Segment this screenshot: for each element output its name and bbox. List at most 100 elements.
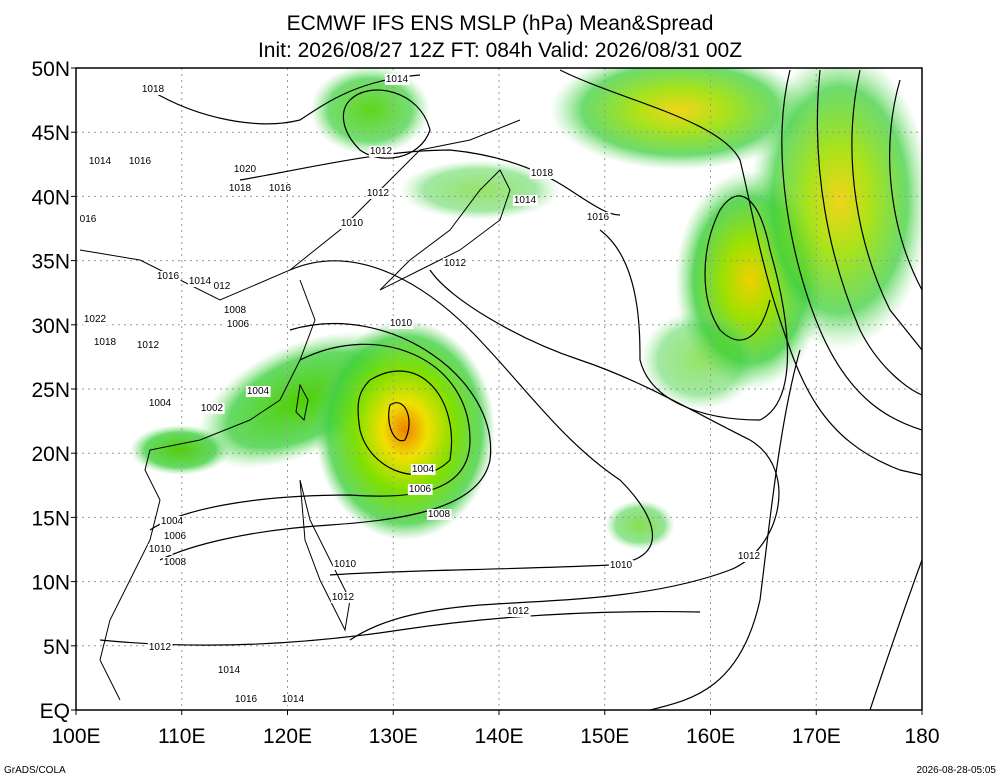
x-tick-label: 130E <box>369 725 418 748</box>
contour-label-bg <box>155 271 181 282</box>
x-tick-label: 120E <box>263 725 312 748</box>
contour-label-bg <box>529 168 555 179</box>
contour-label: 1010 <box>149 544 172 555</box>
contour-label-bg <box>78 214 98 225</box>
contour-label-bg <box>147 642 173 653</box>
contour-label: 1004 <box>412 464 435 475</box>
contour-label-bg <box>227 183 253 194</box>
y-tick-label: 5N <box>43 636 70 659</box>
contour-label-bg <box>505 606 531 617</box>
contour-label-bg <box>140 84 166 95</box>
contour-label-bg <box>135 340 161 351</box>
y-tick-label: EQ <box>40 700 70 723</box>
contour-label: 1010 <box>334 559 357 570</box>
x-tick-label: 180 <box>904 725 939 748</box>
y-tick-label: 50N <box>31 58 70 81</box>
footer-right: 2026-08-28-05:05 <box>916 765 996 776</box>
contour-label: 1016 <box>587 212 610 223</box>
contour-label-bg <box>216 665 242 676</box>
contour-label: 1004 <box>149 398 172 409</box>
contour-label-bg <box>280 694 306 705</box>
contour-label-bg <box>442 258 468 269</box>
contour-label: 1008 <box>224 305 247 316</box>
contour-label-bg <box>384 74 410 85</box>
x-tick-label: 100E <box>51 725 100 748</box>
contour-label: 016 <box>80 214 97 225</box>
contour-label-bg <box>330 592 356 603</box>
contour-label: 1008 <box>428 509 451 520</box>
contour-label: 1002 <box>201 403 224 414</box>
contour-label-bg <box>92 337 118 348</box>
contour-label: 1010 <box>390 318 413 329</box>
contour-label: 1018 <box>94 337 117 348</box>
x-tick-label: 110E <box>158 725 206 748</box>
title: ECMWF IFS ENS MSLP (hPa) Mean&Spread <box>287 12 714 35</box>
y-tick-label: 20N <box>31 443 70 466</box>
contour-label-bg <box>82 314 108 325</box>
contour-label: 1004 <box>247 386 270 397</box>
contour-label-bg <box>199 403 225 414</box>
x-tick-label: 150E <box>580 725 629 748</box>
y-tick-label: 15N <box>31 507 70 530</box>
contour-label-bg <box>608 560 634 571</box>
contour-label-bg <box>365 188 391 199</box>
footer-left: GrADS/COLA <box>4 765 66 776</box>
contour-label-bg <box>407 484 433 495</box>
contour-label-bg <box>368 146 394 157</box>
contour-label: 1014 <box>282 694 305 705</box>
contour-label: 1018 <box>531 168 554 179</box>
contour-label-bg <box>233 694 259 705</box>
contour-label-bg <box>426 509 452 520</box>
map-area <box>76 68 922 710</box>
contour-label-bg <box>736 551 762 562</box>
x-tick-label: 170E <box>792 725 841 748</box>
contour-label-bg <box>410 464 436 475</box>
contour-label: 1014 <box>218 665 241 676</box>
contour-label-bg <box>232 164 258 175</box>
contour-label-bg <box>159 516 185 527</box>
contour-label: 1012 <box>367 188 390 199</box>
contour-label: 012 <box>214 281 231 292</box>
contour-label-bg <box>162 531 188 542</box>
contour-label-bg <box>245 386 271 397</box>
y-tick-label: 30N <box>31 315 70 338</box>
contour-label: 1012 <box>738 551 761 562</box>
y-tick-label: 45N <box>31 122 70 145</box>
contour-label: 1016 <box>235 694 258 705</box>
contour-label: 1016 <box>157 271 180 282</box>
contour-label-bg <box>512 195 538 206</box>
contour-label: 1014 <box>514 195 537 206</box>
contour-label-bg <box>388 318 414 329</box>
x-tick-label: 140E <box>474 725 523 748</box>
contour-label: 1008 <box>164 557 187 568</box>
contour-label: 1016 <box>129 156 152 167</box>
contour-label: 1012 <box>332 592 355 603</box>
contour-label-bg <box>127 156 153 167</box>
contour-label: 1006 <box>409 484 432 495</box>
contour-label-bg <box>222 305 248 316</box>
contour-label: 1012 <box>370 146 393 157</box>
contour-label-bg <box>267 183 293 194</box>
contour-label-bg <box>585 212 611 223</box>
y-tick-label: 35N <box>31 251 70 274</box>
contour-label: 1010 <box>610 560 633 571</box>
x-tick-label: 160E <box>686 725 735 748</box>
contour-label: 1012 <box>137 340 160 351</box>
contour-label: 1014 <box>386 74 409 85</box>
contour-label: 1012 <box>444 258 467 269</box>
contour-label: 1004 <box>161 516 184 527</box>
contour-label-bg <box>212 281 232 292</box>
contour-label: 1012 <box>507 606 530 617</box>
contour-label-bg <box>147 398 173 409</box>
y-tick-label: 40N <box>31 186 70 209</box>
subtitle: Init: 2026/08/27 12Z FT: 084h Valid: 202… <box>258 39 742 62</box>
y-tick-label: 25N <box>31 379 70 402</box>
contour-label-bg <box>339 218 365 229</box>
contour-label: 1018 <box>142 84 165 95</box>
contour-label-bg <box>87 156 113 167</box>
contour-label: 1016 <box>269 183 292 194</box>
contour-label-bg <box>162 557 188 568</box>
contour-label: 1014 <box>189 276 212 287</box>
contour-label: 1012 <box>149 642 172 653</box>
